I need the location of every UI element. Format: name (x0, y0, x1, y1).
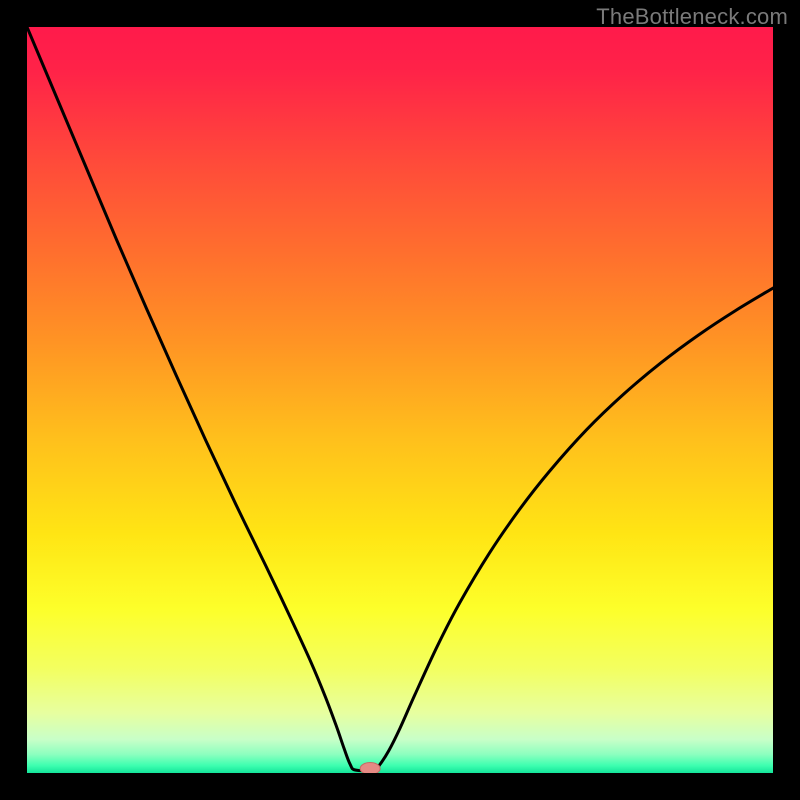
bottleneck-chart (27, 27, 773, 773)
optimal-point-marker (360, 763, 380, 773)
chart-background (27, 27, 773, 773)
watermark-text: TheBottleneck.com (596, 4, 788, 30)
plot-frame (27, 27, 773, 773)
